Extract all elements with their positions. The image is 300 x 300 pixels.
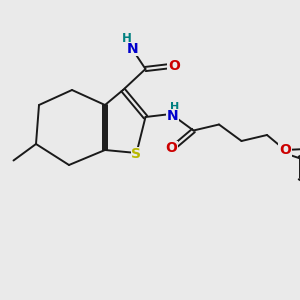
Text: O: O — [168, 59, 180, 73]
Text: H: H — [122, 32, 132, 45]
Text: N: N — [167, 110, 178, 123]
Text: O: O — [165, 142, 177, 155]
Text: H: H — [170, 102, 179, 112]
Text: O: O — [279, 143, 291, 157]
Text: N: N — [127, 42, 139, 56]
Text: S: S — [131, 148, 142, 161]
